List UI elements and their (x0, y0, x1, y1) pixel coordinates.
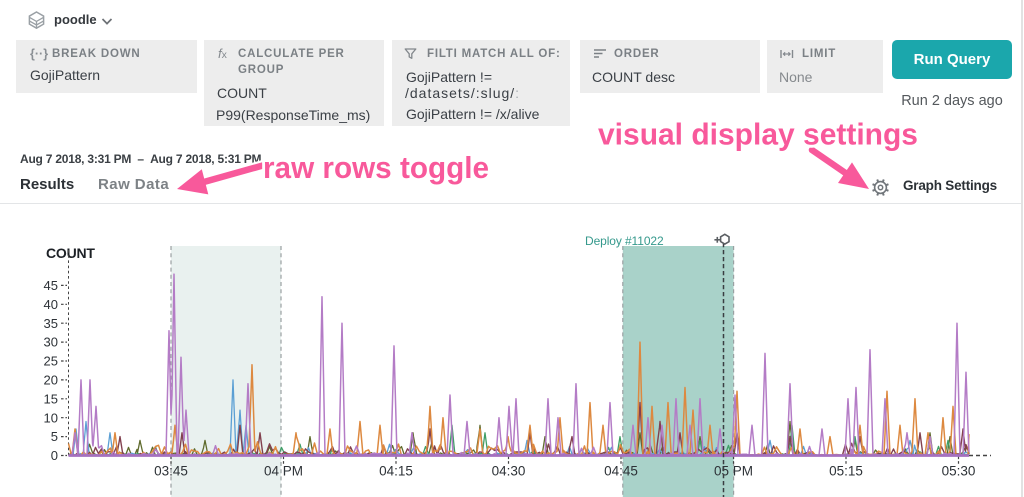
svg-text:25: 25 (44, 354, 58, 369)
svg-text:04 PM: 04 PM (264, 464, 303, 479)
svg-text:03:45: 03:45 (154, 464, 188, 479)
svg-text:raw rows toggle: raw rows toggle (263, 150, 489, 185)
svg-text:04:30: 04:30 (492, 464, 526, 479)
svg-text:5: 5 (51, 429, 58, 444)
svg-text:05:30: 05:30 (942, 464, 976, 479)
svg-text:05:15: 05:15 (829, 464, 863, 479)
svg-text:15: 15 (44, 391, 58, 406)
svg-text:Deploy #11022: Deploy #11022 (585, 234, 664, 248)
svg-text:20: 20 (44, 373, 58, 388)
svg-text:0: 0 (51, 448, 58, 463)
svg-text:10: 10 (44, 410, 58, 425)
svg-text:40: 40 (44, 297, 58, 312)
svg-text:05 PM: 05 PM (714, 464, 753, 479)
svg-text:45: 45 (44, 278, 58, 293)
svg-text:04:45: 04:45 (604, 464, 638, 479)
svg-text:35: 35 (44, 316, 58, 331)
svg-text:30: 30 (44, 335, 58, 350)
svg-text:04:15: 04:15 (379, 464, 413, 479)
svg-text:visual display settings: visual display settings (598, 117, 918, 152)
